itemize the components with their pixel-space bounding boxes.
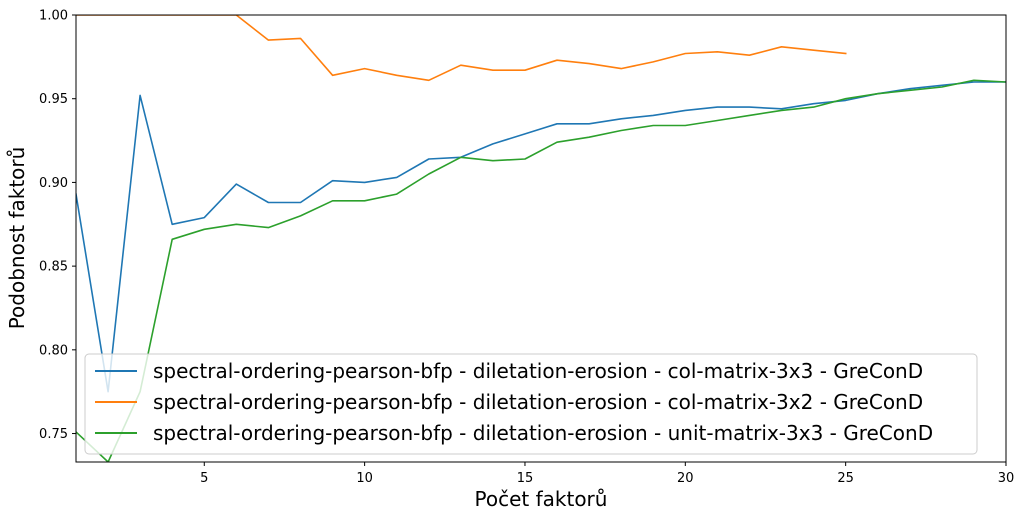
y-tick-label: 0.85: [39, 260, 68, 275]
y-axis-label: Podobnost faktorů: [5, 147, 29, 330]
legend-label-3: spectral-ordering-pearson-bfp - diletati…: [153, 421, 933, 445]
legend: spectral-ordering-pearson-bfp - diletati…: [85, 354, 977, 454]
x-tick-label: 30: [998, 471, 1015, 486]
x-tick-label: 10: [356, 471, 373, 486]
series-line-1: [76, 82, 1006, 392]
x-tick-label: 20: [677, 471, 694, 486]
y-tick-label: 0.95: [39, 92, 68, 107]
x-axis-label: Počet faktorů: [475, 487, 608, 511]
y-tick-label: 0.80: [39, 343, 68, 358]
legend-label-2: spectral-ordering-pearson-bfp - diletati…: [153, 390, 923, 414]
legend-label-1: spectral-ordering-pearson-bfp - diletati…: [153, 359, 923, 383]
y-tick-label: 1.00: [39, 9, 68, 24]
legend-items: spectral-ordering-pearson-bfp - diletati…: [95, 359, 933, 445]
y-tick-label: 0.90: [39, 176, 68, 191]
series-line-2: [76, 15, 846, 80]
x-tick-label: 5: [200, 471, 208, 486]
y-tick-label: 0.75: [39, 427, 68, 442]
y-axis-ticks: 0.75 0.80 0.85 0.90 0.95 1.00: [39, 9, 76, 443]
x-tick-label: 15: [517, 471, 534, 486]
x-axis-ticks: 5 10 15 20 25 30: [200, 462, 1014, 486]
x-tick-label: 25: [837, 471, 854, 486]
